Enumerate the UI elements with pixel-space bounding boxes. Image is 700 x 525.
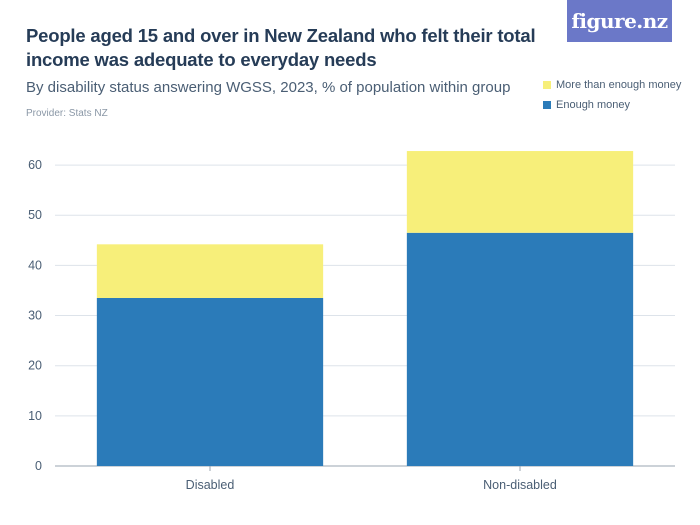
y-tick-label: 30 <box>28 309 42 323</box>
y-tick-label: 40 <box>28 258 42 272</box>
legend-swatch-more-than-enough <box>543 81 551 89</box>
x-tick-label: Disabled <box>186 478 235 492</box>
y-tick-label: 0 <box>35 459 42 473</box>
legend-item-enough: Enough money <box>543 95 681 115</box>
y-tick-label: 60 <box>28 158 42 172</box>
legend-label-enough: Enough money <box>556 99 630 111</box>
legend-item-more-than-enough: More than enough money <box>543 75 681 95</box>
provider-note: Provider: Stats NZ <box>26 108 108 119</box>
legend-swatch-enough <box>543 101 551 109</box>
legend-label-more-than-enough: More than enough money <box>556 79 682 91</box>
bar-disabled-more-than-enough-money <box>96 244 324 298</box>
x-tick-label: Non-disabled <box>483 478 557 492</box>
bar-non-disabled-enough-money <box>406 232 634 466</box>
chart-subtitle: By disability status answering WGSS, 202… <box>26 79 511 96</box>
figure-nz-logo[interactable]: figure.nz <box>567 0 672 42</box>
y-tick-label: 50 <box>28 208 42 222</box>
chart-legend: More than enough money Enough money <box>543 75 681 115</box>
chart-title: People aged 15 and over in New Zealand w… <box>26 25 536 70</box>
y-tick-label: 20 <box>28 359 42 373</box>
bar-non-disabled-more-than-enough-money <box>406 151 634 233</box>
y-tick-label: 10 <box>28 409 42 423</box>
bar-disabled-enough-money <box>96 297 324 466</box>
